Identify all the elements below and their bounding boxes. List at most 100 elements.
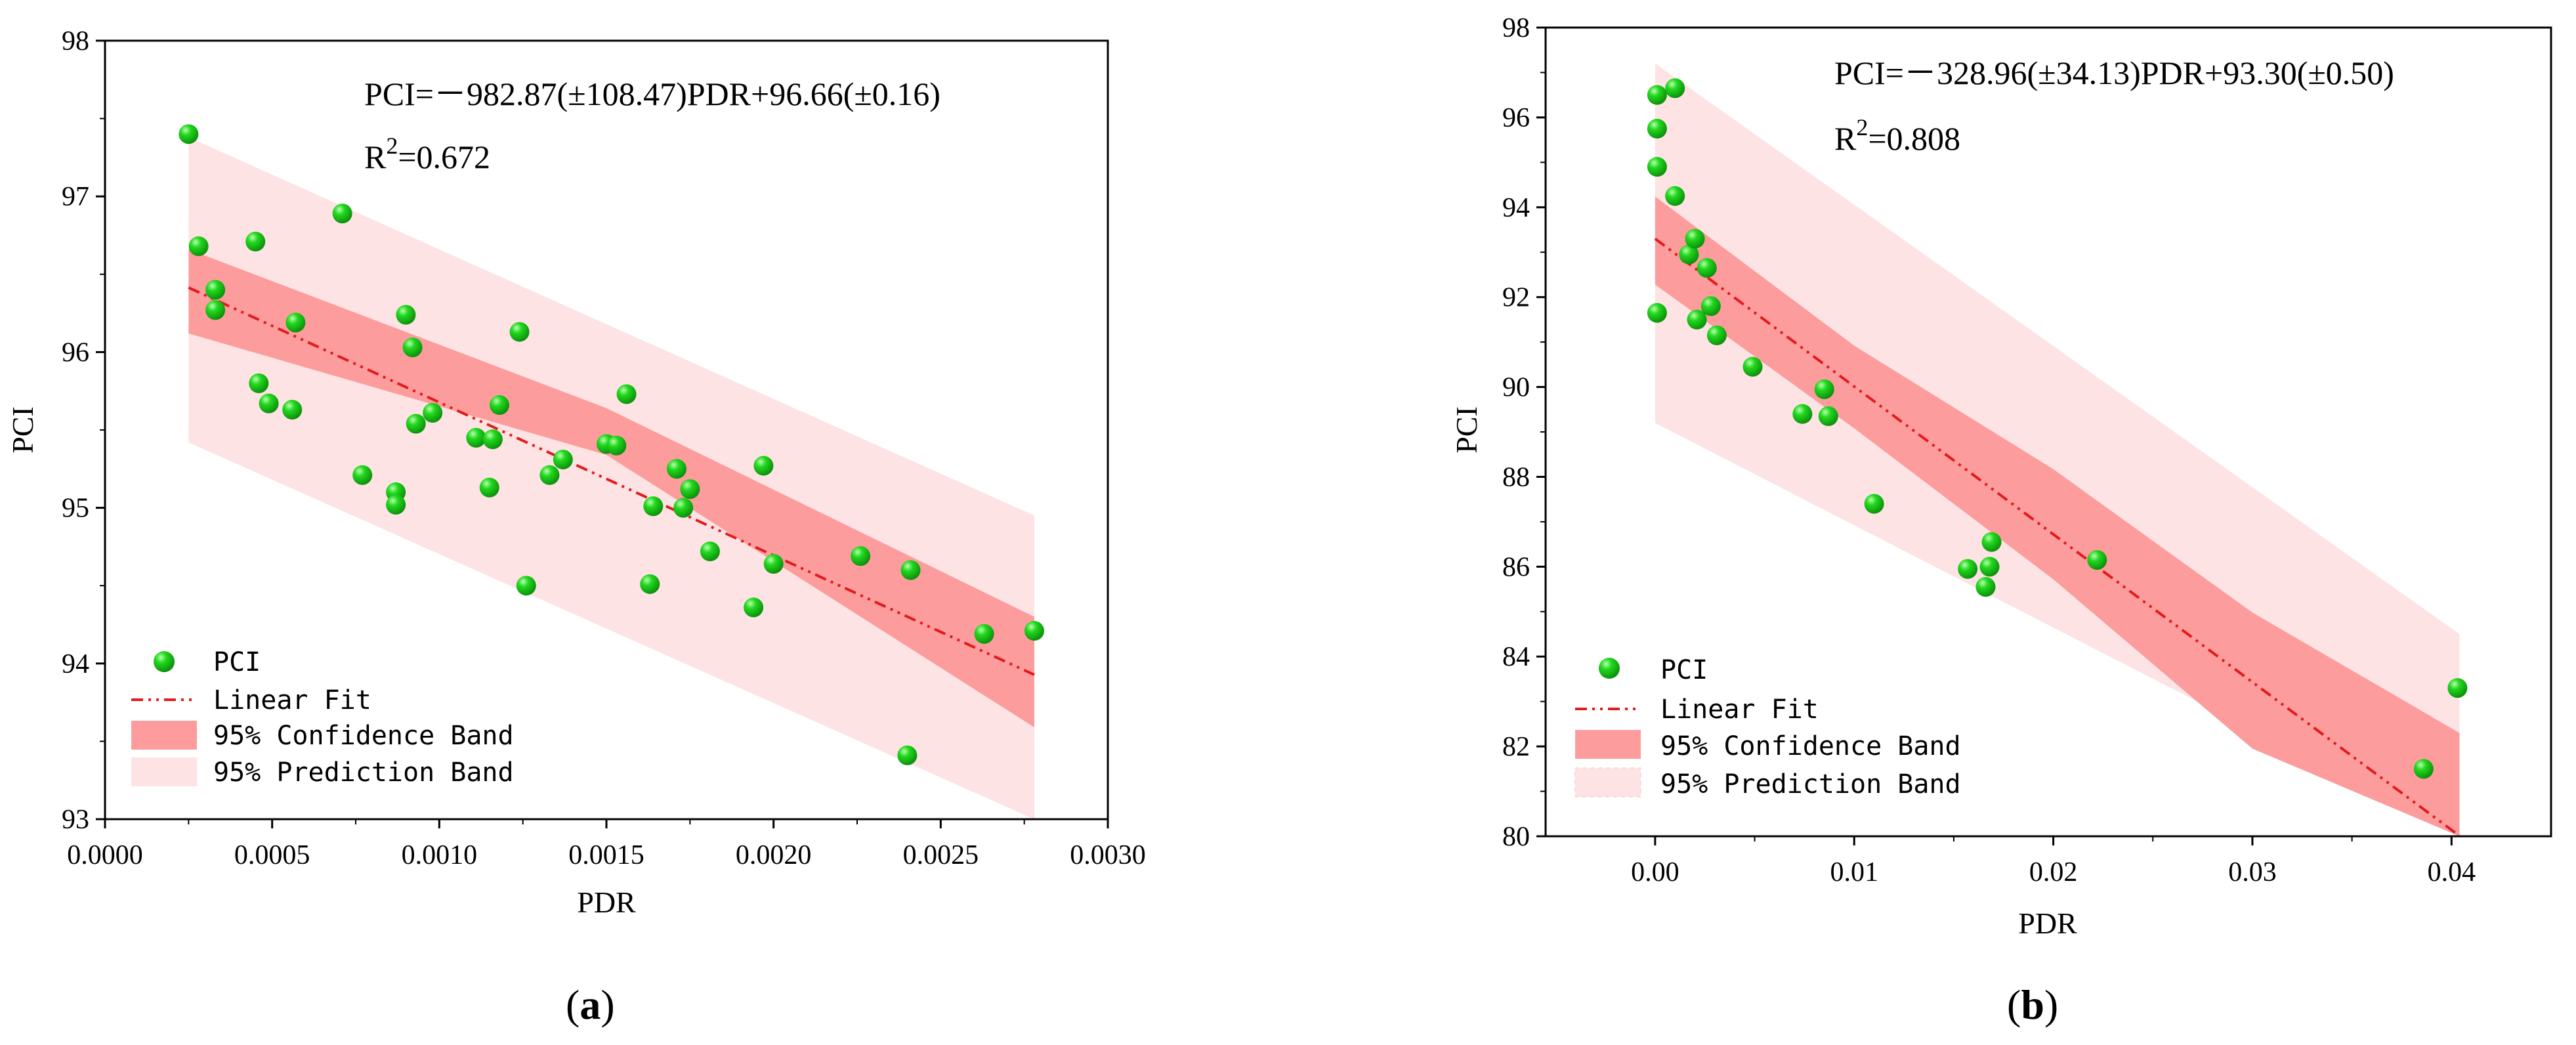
b-point-22	[2413, 759, 2434, 779]
a-point-5	[249, 373, 269, 393]
a-x-tick-label-2: 0.0010	[402, 840, 478, 870]
a-point-19	[482, 429, 503, 450]
a-point-21	[509, 322, 530, 342]
b-point-15	[1818, 406, 1838, 427]
b-point-12	[1742, 356, 1763, 377]
b-fit	[1654, 238, 2460, 837]
a-point-32	[680, 479, 700, 500]
a-legend-marker-confidence	[131, 721, 197, 750]
a-point-13	[396, 305, 416, 325]
a-point-33	[700, 542, 720, 562]
b-point-16	[1864, 494, 1884, 514]
b-point-23	[2447, 678, 2468, 698]
a-equation: PCI=－982.87(±108.47)PDR+96.66(±0.16)	[364, 75, 940, 112]
b-point-0	[1647, 85, 1667, 105]
b-point-11	[1706, 325, 1727, 345]
a-x-ticks: 0.0000 0.0005 0.0010 0.0015 0.0020 0.0025 0.00…	[67, 819, 1146, 870]
a-x-tick-label-3: 0.0015	[568, 840, 644, 870]
a-point-39	[897, 745, 918, 765]
b-panel-letter: b	[2021, 981, 2044, 1028]
b-x-tick-label-1: 0.01	[1830, 857, 1878, 887]
a-x-axis-title: PDR	[577, 885, 636, 919]
b-point-19	[1979, 557, 2000, 577]
a-y-tick-label-0: 93	[62, 805, 89, 835]
a-x-tick-label-4: 0.0020	[736, 840, 812, 870]
b-equation: PCI=－328.96(±34.13)PDR+93.30(±0.50)	[1834, 54, 2394, 91]
b-legend-marker-pci	[1599, 658, 1620, 679]
b-r-squared: R2=0.808	[1834, 114, 1960, 157]
a-point-0	[179, 124, 199, 144]
a-point-9	[332, 203, 352, 224]
b-y-tick-label-5: 90	[1502, 373, 1530, 403]
a-r-squared: R2=0.672	[364, 133, 490, 175]
a-point-31	[673, 498, 694, 518]
b-legend-marker-confidence	[1575, 730, 1641, 759]
a-point-20	[490, 395, 510, 416]
b-y-axis-title: PCI	[1450, 406, 1483, 454]
a-legend: PCI Linear Fit 95% Confidence Band 95% P…	[131, 647, 514, 788]
a-y-tick-label-5: 98	[62, 26, 89, 56]
b-point-1	[1647, 119, 1667, 139]
b-point-13	[1792, 404, 1813, 424]
b-r2-value: =0.808	[1868, 120, 1960, 157]
b-legend-label-pci: PCI	[1660, 655, 1708, 685]
a-y-tick-label-2: 95	[62, 494, 89, 524]
a-r2-value: =0.672	[398, 139, 490, 175]
b-legend-label-fit: Linear Fit	[1660, 694, 1819, 725]
b-point-9	[1697, 258, 1717, 278]
b-panel-label: (b)	[2007, 981, 2058, 1028]
a-point-12	[386, 494, 406, 515]
a-point-16	[423, 402, 443, 423]
a-prediction-band	[188, 137, 1034, 820]
a-point-30	[666, 459, 686, 479]
b-point-10	[1700, 296, 1721, 316]
b-x-tick-label-3: 0.03	[2228, 857, 2277, 887]
a-point-3	[205, 300, 226, 320]
b-legend-label-prediction: 95% Prediction Band	[1660, 769, 1961, 800]
a-point-4	[245, 231, 266, 251]
a-bands	[188, 137, 1034, 820]
a-y-axis-title: PCI	[6, 406, 39, 454]
b-y-tick-label-0: 80	[1502, 822, 1530, 852]
b-legend-marker-prediction	[1574, 767, 1641, 798]
a-point-26	[606, 435, 627, 456]
a-x-tick-label-6: 0.0030	[1070, 840, 1146, 870]
a-point-41	[1024, 620, 1044, 641]
a-x-tick-label-1: 0.0005	[234, 840, 310, 870]
b-point-7	[1685, 228, 1705, 249]
a-point-34	[744, 597, 764, 618]
a-point-38	[900, 560, 921, 580]
a-point-24	[553, 450, 573, 470]
a-legend-marker-pci	[154, 651, 175, 672]
b-legend: PCI Linear Fit 95% Confidence Band 95% P…	[1574, 655, 1961, 800]
a-r2-prefix: R	[364, 139, 387, 175]
b-y-ticks: 80 82 84 86 88 90 92 94 96 98	[1502, 13, 1546, 852]
panel-b: 0.00 0.01 0.02 0.03 0.04 80 82 84 86 88 90 92 94 96 9…	[1450, 13, 2552, 1028]
a-linear-fit-line	[188, 286, 1035, 676]
a-point-23	[539, 465, 560, 485]
b-x-axis-title: PDR	[2018, 906, 2077, 940]
b-points	[1647, 78, 2468, 779]
a-point-40	[974, 624, 994, 644]
b-y-tick-label-9: 98	[1502, 13, 1530, 43]
b-x-tick-label-2: 0.02	[2029, 857, 2078, 887]
b-point-3	[1647, 303, 1667, 323]
a-y-tick-label-1: 94	[62, 649, 89, 679]
b-y-tick-label-6: 92	[1502, 283, 1530, 313]
a-point-8	[285, 312, 306, 333]
a-point-27	[616, 384, 637, 404]
b-point-6	[1679, 244, 1699, 265]
b-bands	[1655, 63, 2460, 837]
a-point-10	[352, 465, 373, 485]
a-legend-label-pci: PCI	[213, 647, 261, 677]
a-panel-letter: a	[580, 981, 601, 1028]
a-point-37	[851, 546, 871, 566]
a-points	[179, 124, 1044, 765]
a-point-28	[640, 574, 660, 594]
a-confidence-band	[188, 249, 1034, 728]
a-point-36	[763, 553, 784, 574]
b-y-tick-label-2: 84	[1502, 642, 1530, 672]
b-point-4	[1665, 78, 1685, 98]
a-x-tick-label-0: 0.0000	[67, 840, 143, 870]
a-legend-marker-prediction	[131, 757, 197, 786]
